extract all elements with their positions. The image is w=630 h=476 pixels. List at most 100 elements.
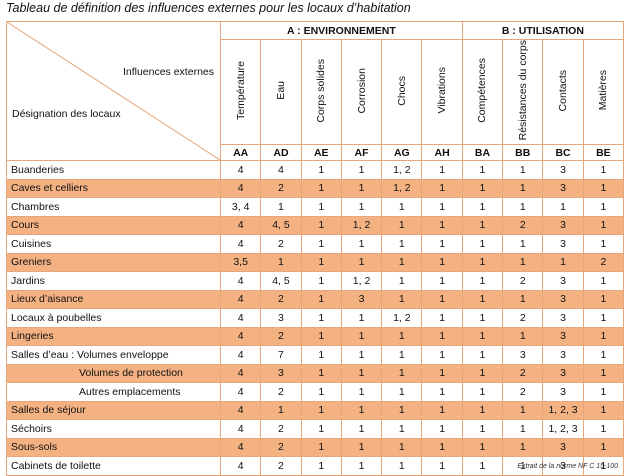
cell-bb: 1	[502, 197, 544, 217]
cell-bc: 3	[542, 382, 584, 402]
cell-bb: 1	[502, 252, 544, 272]
cell-ah: 1	[421, 289, 463, 309]
cell-bc: 3	[542, 437, 584, 457]
column-header-ad: Eau	[260, 39, 302, 145]
column-code: AE	[300, 144, 342, 161]
column-code: AF	[340, 144, 383, 161]
column-header-ag: Chocs	[381, 39, 423, 145]
cell-ag: 1	[381, 234, 423, 254]
cell-ba: 1	[461, 289, 504, 309]
cell-af: 1	[340, 234, 383, 254]
cell-ad: 3	[260, 363, 302, 383]
cell-bc: 3	[542, 271, 584, 291]
table-row: Lieux d’aisance 4 2 1 3 1 1 1 1 3 1	[6, 289, 625, 309]
column-code: AD	[260, 144, 302, 161]
cell-aa: 4	[219, 400, 262, 420]
cell-aa: 4	[219, 308, 262, 328]
column-names-row: Température Eau Corps solides Corrosion Choc…	[7, 39, 625, 145]
column-name: Corps solides	[315, 58, 328, 123]
cell-af: 1	[340, 363, 383, 383]
source-footnote: Extrait de la norme NF C 15-100	[517, 463, 618, 470]
cell-ah: 1	[421, 178, 463, 198]
room-name: Autres emplacements	[6, 382, 221, 402]
column-name: Eau	[274, 81, 287, 100]
cell-ba: 1	[461, 419, 504, 439]
cell-ah: 1	[421, 345, 463, 365]
cell-af: 1	[340, 437, 383, 457]
cell-ah: 1	[421, 234, 463, 254]
cell-af: 1	[340, 326, 383, 346]
cell-ba: 1	[461, 271, 504, 291]
cell-bb: 3	[502, 345, 544, 365]
cell-aa: 4	[219, 234, 262, 254]
cell-af: 1	[340, 160, 383, 180]
cell-ag: 1	[381, 271, 423, 291]
cell-ag: 1	[381, 215, 423, 235]
cell-ag: 1	[381, 419, 423, 439]
cell-ae: 1	[300, 178, 342, 198]
cell-aa: 3,5	[219, 252, 262, 272]
corner-header-cell: Influences externes Désignation des loca…	[6, 21, 221, 161]
cell-ae: 1	[300, 252, 342, 272]
cell-be: 1	[582, 160, 625, 180]
column-name: Matières	[597, 70, 610, 111]
cell-be: 1	[582, 234, 625, 254]
column-name: Contacts	[557, 69, 569, 112]
cell-aa: 3, 4	[219, 197, 262, 217]
cell-ae: 1	[300, 271, 342, 291]
cell-ad: 7	[260, 345, 302, 365]
cell-ba: 1	[461, 456, 504, 476]
cell-aa: 4	[219, 289, 262, 309]
cell-ag: 1, 2	[381, 308, 423, 328]
diagonal-divider	[7, 22, 220, 160]
cell-ag: 1	[381, 363, 423, 383]
column-code: AH	[421, 144, 463, 161]
cell-ba: 1	[461, 363, 504, 383]
cell-be: 1	[582, 400, 625, 420]
room-name: Salles d’eau : Volumes enveloppe	[6, 345, 221, 365]
column-header-ah: Vibrations	[421, 39, 463, 145]
cell-ad: 2	[260, 326, 302, 346]
cell-ba: 1	[461, 215, 504, 235]
cell-ae: 1	[300, 345, 342, 365]
cell-ah: 1	[421, 363, 463, 383]
column-header-bb: Résistances du corps	[502, 39, 544, 145]
cell-af: 1	[340, 308, 383, 328]
cell-bb: 2	[502, 363, 544, 383]
cell-bb: 2	[502, 382, 544, 402]
cell-ba: 1	[461, 197, 504, 217]
room-name: Locaux à poubelles	[6, 308, 221, 328]
cell-ad: 2	[260, 289, 302, 309]
cell-aa: 4	[219, 271, 262, 291]
cell-be: 1	[582, 178, 625, 198]
cell-bb: 2	[502, 215, 544, 235]
cell-bc: 1	[542, 252, 584, 272]
cell-aa: 4	[219, 178, 262, 198]
cell-bb: 1	[502, 289, 544, 309]
cell-aa: 4	[219, 345, 262, 365]
cell-be: 1	[582, 345, 625, 365]
cell-bb: 2	[502, 271, 544, 291]
room-name: Cabinets de toilette	[6, 456, 221, 476]
column-header-aa: Température	[219, 39, 262, 145]
cell-af: 1	[340, 252, 383, 272]
room-name: Chambres	[6, 197, 221, 217]
cell-ah: 1	[421, 252, 463, 272]
room-name: Greniers	[6, 252, 221, 272]
cell-ad: 2	[260, 437, 302, 457]
room-name: Cuisines	[6, 234, 221, 254]
cell-bb: 1	[502, 437, 544, 457]
cell-bc: 1, 2, 3	[542, 419, 584, 439]
cell-ag: 1	[381, 252, 423, 272]
cell-be: 1	[582, 197, 625, 217]
cell-be: 1	[582, 437, 625, 457]
cell-be: 2	[582, 252, 625, 272]
room-name: Sous-sols	[6, 437, 221, 457]
cell-af: 1	[340, 382, 383, 402]
